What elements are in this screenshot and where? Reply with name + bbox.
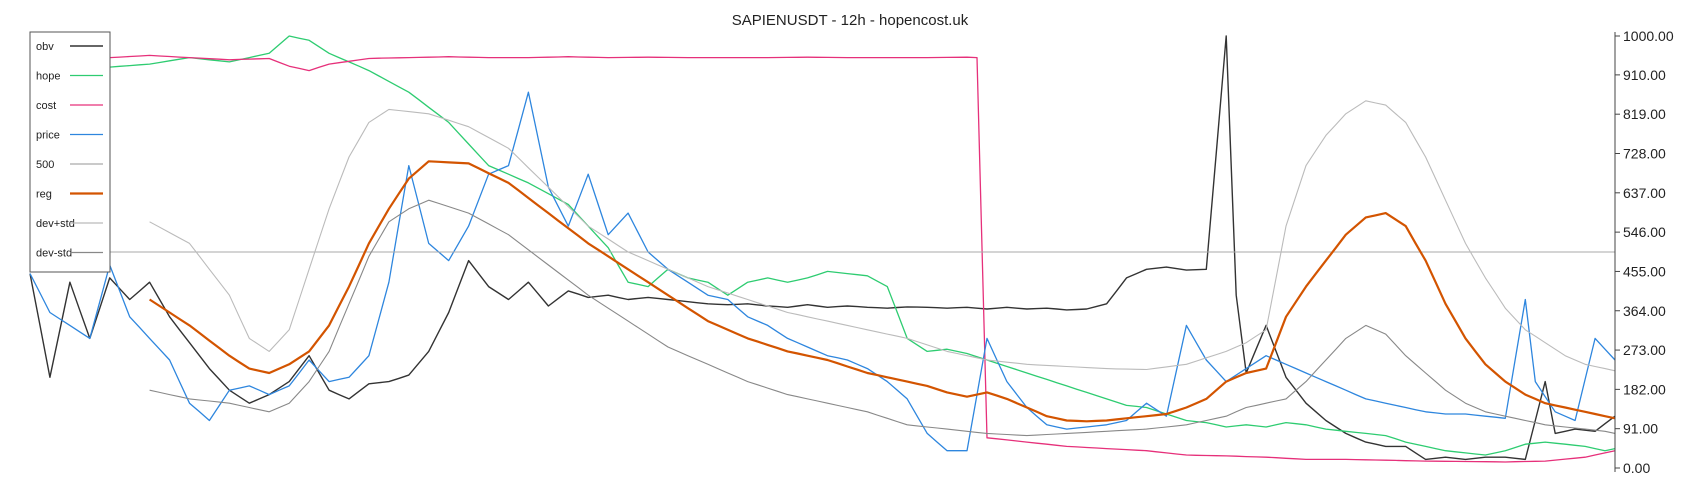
legend: obv hope cost price 500 reg dev+std dev-std	[29, 31, 111, 273]
y-tick-label: 910.00	[1623, 67, 1666, 83]
series-line-dev-std	[149, 199, 1616, 437]
series-line-hope	[29, 35, 1616, 456]
y-tick-label: 1000.00	[1623, 28, 1674, 44]
series-line-obv	[29, 35, 1616, 461]
legend-box	[29, 31, 111, 273]
plot-area	[29, 35, 1616, 463]
y-axis: 0.00 91.00 182.00 273.00 364.00 455.00 546.00 6…	[1614, 28, 1674, 476]
y-tick-label: 546.00	[1623, 224, 1666, 240]
legend-label: dev+std	[36, 218, 75, 230]
y-tick-label: 819.00	[1623, 106, 1666, 122]
y-tick-label: 728.00	[1623, 146, 1666, 162]
series-line-dev-std	[149, 100, 1616, 372]
series-line-reg	[149, 160, 1616, 423]
legend-label: obv	[36, 41, 54, 53]
chart-title: SAPIENUSDT - 12h - hopencost.uk	[732, 12, 969, 29]
legend-label: hope	[36, 71, 60, 83]
y-tick-label: 273.00	[1623, 342, 1666, 358]
legend-label: reg	[36, 189, 52, 201]
legend-label: 500	[36, 159, 54, 171]
legend-label: price	[36, 130, 60, 142]
y-tick-label: 637.00	[1623, 185, 1666, 201]
y-tick-label: 91.00	[1623, 421, 1658, 437]
y-tick-label: 455.00	[1623, 263, 1666, 279]
y-tick-label: 0.00	[1623, 460, 1650, 476]
y-tick-label: 182.00	[1623, 381, 1666, 397]
legend-label: dev-std	[36, 248, 72, 260]
series-line-price	[29, 91, 1616, 452]
series-line-cost	[29, 41, 1616, 463]
y-tick-label: 364.00	[1623, 303, 1666, 319]
legend-label: cost	[36, 100, 56, 112]
